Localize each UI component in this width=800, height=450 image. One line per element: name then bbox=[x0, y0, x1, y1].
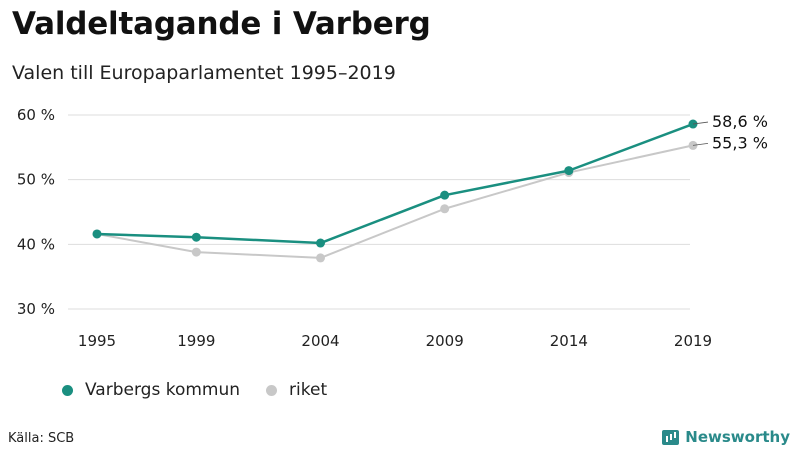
y-tick-label: 50 % bbox=[17, 171, 55, 189]
data-point bbox=[191, 232, 201, 242]
x-tick-label: 1999 bbox=[177, 332, 215, 350]
chart-title: Valdeltagande i Varberg bbox=[12, 6, 431, 42]
end-label-connector bbox=[692, 121, 709, 125]
end-value-label: 58,6 % bbox=[712, 112, 768, 131]
data-point bbox=[316, 253, 325, 263]
data-point bbox=[564, 166, 574, 176]
brand-logo: Newsworthy bbox=[662, 428, 790, 446]
y-tick-label: 60 % bbox=[17, 106, 55, 124]
x-tick-label: 2004 bbox=[301, 332, 339, 350]
y-tick-label: 40 % bbox=[17, 235, 55, 253]
series-line bbox=[96, 122, 694, 245]
x-tick-label: 2019 bbox=[674, 332, 712, 350]
line-chart: 30 % 40 % 50 % 60 % 1995 1999 2004 2009 2014 2019… bbox=[17, 106, 768, 350]
data-point bbox=[440, 204, 450, 214]
data-point bbox=[191, 247, 201, 257]
y-tick-label: 30 % bbox=[17, 300, 55, 318]
legend-marker-varberg bbox=[62, 384, 73, 396]
end-value-label: 55,3 % bbox=[712, 133, 768, 152]
data-point bbox=[316, 238, 325, 248]
chart-legend: Varbergs kommun riket bbox=[62, 380, 327, 400]
chart-logo-icon bbox=[662, 429, 680, 445]
data-point bbox=[688, 119, 698, 129]
x-tick-label: 2014 bbox=[550, 332, 588, 350]
legend-item-varberg: Varbergs kommun bbox=[62, 380, 240, 400]
x-tick-label: 2009 bbox=[426, 332, 464, 350]
legend-label-varberg: Varbergs kommun bbox=[85, 380, 241, 400]
source-note: Källa: SCB bbox=[8, 431, 75, 446]
x-tick-label: 1995 bbox=[78, 332, 116, 350]
legend-label-riket: riket bbox=[289, 380, 328, 400]
chart-subtitle: Valen till Europaparlamentet 1995–2019 bbox=[12, 62, 396, 84]
legend-marker-riket bbox=[266, 384, 278, 396]
end-label-connector bbox=[692, 142, 709, 146]
brand-name: Newsworthy bbox=[685, 428, 790, 446]
legend-item-riket: riket bbox=[266, 380, 327, 400]
data-point bbox=[92, 229, 102, 239]
data-point bbox=[440, 190, 450, 200]
series-line bbox=[96, 144, 694, 259]
